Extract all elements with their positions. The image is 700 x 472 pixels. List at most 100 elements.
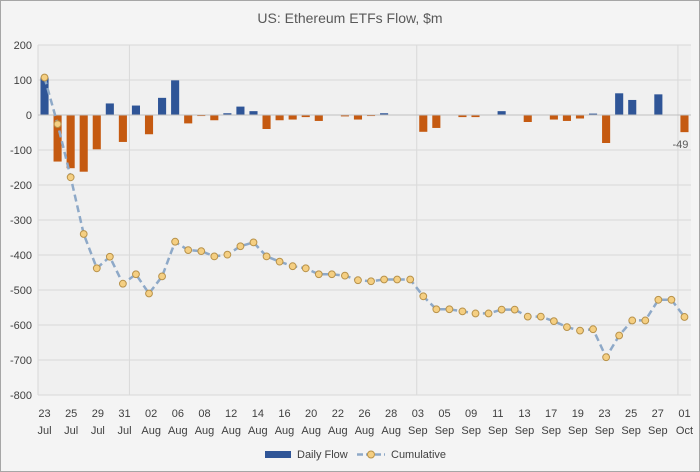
cumulative-point (615, 331, 624, 340)
bar-11-sep (497, 111, 506, 115)
cumulative-point (145, 289, 153, 298)
y-tick-label: -500 (10, 285, 32, 297)
gridlines (37, 44, 691, 396)
cumulative-point (158, 272, 166, 281)
cumulative-point (589, 325, 597, 334)
x-tick-month: Sep (541, 425, 561, 437)
cumulative-point (641, 316, 650, 325)
cumulative-point (354, 276, 362, 285)
x-tick-day: 28 (385, 408, 397, 420)
y-tick-label: -800 (10, 390, 32, 402)
bar-20-sep (589, 113, 598, 115)
y-tick-label: -400 (10, 250, 32, 262)
cumulative-point (288, 262, 297, 271)
y-tick-label: -200 (10, 180, 32, 192)
x-tick-day: 23 (598, 408, 610, 420)
x-tick-day: 19 (572, 408, 584, 420)
bar-19-sep (575, 115, 585, 119)
x-tick-day: 08 (198, 408, 210, 420)
x-tick-day: 31 (118, 408, 130, 420)
cumulative-point (301, 264, 310, 273)
x-tick-day: 11 (492, 408, 503, 420)
cumulative-point (197, 247, 206, 256)
x-tick-day: 13 (518, 408, 530, 420)
y-tick-label: -600 (10, 320, 32, 332)
x-tick-month: Sep (515, 425, 535, 437)
x-tick-month: Sep (648, 425, 668, 437)
x-tick-day: 16 (278, 408, 290, 420)
bar-31-jul (118, 115, 127, 142)
y-axis: 200 100 0 -100 -200 -300 -400 -500 -600 -700 -800 (10, 40, 32, 402)
legend: Daily Flow Cumulative (265, 449, 446, 461)
bar-30-jul (105, 103, 114, 115)
cumulative-point (210, 252, 219, 261)
cumulative-point (654, 295, 663, 304)
bar-25-sep (628, 99, 637, 115)
cumulative-point (458, 307, 467, 316)
x-tick-month: Jul (117, 425, 131, 437)
bar-06-sep (458, 115, 467, 118)
cumulative-point (406, 275, 415, 284)
cumulative-point (563, 323, 571, 332)
bar-14-aug (249, 111, 258, 115)
x-tick-month: Jul (37, 425, 51, 437)
bar-04-sep (432, 115, 441, 128)
cumulative-point (628, 316, 637, 325)
cumulative-point (40, 73, 49, 82)
bar-15-aug (262, 115, 271, 129)
x-tick-day: 17 (545, 408, 557, 420)
bar-29-jul (92, 115, 101, 150)
x-tick-day: 20 (305, 408, 317, 420)
cumulative-point (549, 317, 558, 326)
x-tick-day: 29 (92, 408, 104, 420)
x-tick-month: Sep (595, 425, 615, 437)
cumulative-point (105, 252, 114, 261)
x-tick-month: Sep (408, 425, 428, 437)
x-tick-month: Aug (301, 425, 321, 437)
bar-13-aug (236, 106, 245, 115)
bar-05-aug (158, 97, 167, 115)
x-tick-month: Aug (195, 425, 215, 437)
bar-23-aug (340, 115, 349, 117)
data-label: -49 (673, 139, 689, 151)
cumulative-point (132, 270, 140, 279)
x-tick-day: 01 (678, 408, 690, 420)
cumulative-point (118, 279, 127, 288)
bar-12-aug (223, 113, 232, 115)
x-tick-day: 05 (438, 408, 450, 420)
bar-01-aug (131, 105, 140, 115)
x-tick-month: Sep (461, 425, 481, 437)
x-tick-month: Aug (381, 425, 401, 437)
y-tick-label: -100 (10, 145, 32, 157)
cumulative-point (380, 275, 388, 284)
bar-23-jul (40, 77, 49, 115)
cumulative-point (236, 242, 245, 251)
cumulative-point (536, 312, 545, 321)
bar-01-oct (680, 115, 689, 133)
y-tick-label: -300 (10, 215, 32, 227)
cumulative-point (419, 292, 428, 301)
cumulative-point (471, 309, 480, 318)
x-tick-day: 06 (172, 408, 184, 420)
bar-06-aug (171, 80, 180, 115)
x-tick-day: 03 (412, 408, 424, 420)
bar-26-jul (79, 115, 88, 172)
cumulative-point (79, 230, 88, 238)
bar-18-sep (562, 115, 571, 121)
cumulative-point (92, 264, 101, 273)
x-tick-day: 02 (145, 408, 157, 420)
x-tick-day: 23 (38, 408, 50, 420)
bar-13-sep (523, 115, 532, 122)
bar-03-sep (419, 115, 428, 132)
x-tick-day: 25 (625, 408, 637, 420)
x-tick-month: Aug (141, 425, 161, 437)
x-tick-day: 14 (252, 408, 264, 420)
bar-20-aug (301, 115, 310, 118)
bar-07-aug (184, 115, 193, 124)
cumulative-point (249, 238, 258, 247)
x-tick-month: Sep (488, 425, 508, 437)
chart-title: US: Ethereum ETFs Flow, $m (257, 10, 442, 26)
y-tick-label: 0 (26, 110, 32, 122)
